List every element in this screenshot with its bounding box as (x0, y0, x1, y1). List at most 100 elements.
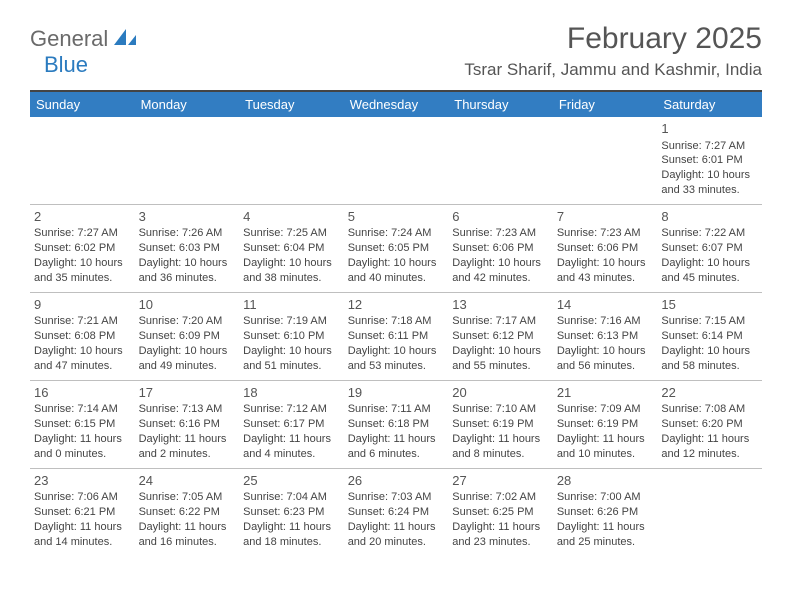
calendar-day-empty (344, 117, 449, 204)
calendar-day: 9Sunrise: 7:21 AMSunset: 6:08 PMDaylight… (30, 292, 135, 380)
calendar-day: 23Sunrise: 7:06 AMSunset: 6:21 PMDayligh… (30, 468, 135, 555)
sunrise-line: Sunrise: 7:27 AM (661, 139, 758, 154)
logo: General (30, 26, 140, 52)
sunset-line: Sunset: 6:08 PM (34, 329, 131, 344)
day-number: 3 (139, 208, 236, 226)
calendar-page: General February 2025 Tsrar Sharif, Jamm… (0, 0, 792, 566)
daylight-line: Daylight: 10 hours and 55 minutes. (452, 344, 549, 374)
sunset-line: Sunset: 6:19 PM (452, 417, 549, 432)
daylight-line: Daylight: 10 hours and 35 minutes. (34, 256, 131, 286)
sunset-line: Sunset: 6:18 PM (348, 417, 445, 432)
sunrise-line: Sunrise: 7:15 AM (661, 314, 758, 329)
day-number: 11 (243, 296, 340, 314)
sunset-line: Sunset: 6:10 PM (243, 329, 340, 344)
sunset-line: Sunset: 6:01 PM (661, 153, 758, 168)
calendar-day-empty (448, 117, 553, 204)
sunrise-line: Sunrise: 7:24 AM (348, 226, 445, 241)
day-header: Tuesday (239, 92, 344, 117)
day-number: 6 (452, 208, 549, 226)
sunset-line: Sunset: 6:04 PM (243, 241, 340, 256)
sunrise-line: Sunrise: 7:23 AM (557, 226, 654, 241)
sunset-line: Sunset: 6:06 PM (557, 241, 654, 256)
calendar-day-empty (30, 117, 135, 204)
day-number: 12 (348, 296, 445, 314)
day-header: Saturday (657, 92, 762, 117)
day-number: 23 (34, 472, 131, 490)
sunrise-line: Sunrise: 7:03 AM (348, 490, 445, 505)
daylight-line: Daylight: 11 hours and 10 minutes. (557, 432, 654, 462)
sunset-line: Sunset: 6:16 PM (139, 417, 236, 432)
daylight-line: Daylight: 10 hours and 45 minutes. (661, 256, 758, 286)
sunrise-line: Sunrise: 7:02 AM (452, 490, 549, 505)
daylight-line: Daylight: 11 hours and 12 minutes. (661, 432, 758, 462)
sunrise-line: Sunrise: 7:12 AM (243, 402, 340, 417)
sunset-line: Sunset: 6:03 PM (139, 241, 236, 256)
daylight-line: Daylight: 10 hours and 42 minutes. (452, 256, 549, 286)
day-number: 18 (243, 384, 340, 402)
calendar-day: 24Sunrise: 7:05 AMSunset: 6:22 PMDayligh… (135, 468, 240, 555)
daylight-line: Daylight: 11 hours and 20 minutes. (348, 520, 445, 550)
day-number: 4 (243, 208, 340, 226)
calendar-header-row: SundayMondayTuesdayWednesdayThursdayFrid… (30, 92, 762, 117)
sunset-line: Sunset: 6:13 PM (557, 329, 654, 344)
calendar-day-empty (553, 117, 658, 204)
daylight-line: Daylight: 10 hours and 36 minutes. (139, 256, 236, 286)
day-number: 7 (557, 208, 654, 226)
calendar-day: 16Sunrise: 7:14 AMSunset: 6:15 PMDayligh… (30, 380, 135, 468)
sunrise-line: Sunrise: 7:19 AM (243, 314, 340, 329)
calendar-day: 12Sunrise: 7:18 AMSunset: 6:11 PMDayligh… (344, 292, 449, 380)
calendar-week: 9Sunrise: 7:21 AMSunset: 6:08 PMDaylight… (30, 292, 762, 380)
calendar-day: 26Sunrise: 7:03 AMSunset: 6:24 PMDayligh… (344, 468, 449, 555)
calendar-day: 13Sunrise: 7:17 AMSunset: 6:12 PMDayligh… (448, 292, 553, 380)
calendar-day: 18Sunrise: 7:12 AMSunset: 6:17 PMDayligh… (239, 380, 344, 468)
daylight-line: Daylight: 10 hours and 33 minutes. (661, 168, 758, 198)
day-number: 10 (139, 296, 236, 314)
day-header: Thursday (448, 92, 553, 117)
day-number: 8 (661, 208, 758, 226)
sunrise-line: Sunrise: 7:09 AM (557, 402, 654, 417)
day-number: 2 (34, 208, 131, 226)
daylight-line: Daylight: 11 hours and 25 minutes. (557, 520, 654, 550)
daylight-line: Daylight: 10 hours and 43 minutes. (557, 256, 654, 286)
sunrise-line: Sunrise: 7:06 AM (34, 490, 131, 505)
sunrise-line: Sunrise: 7:25 AM (243, 226, 340, 241)
sunrise-line: Sunrise: 7:27 AM (34, 226, 131, 241)
sunrise-line: Sunrise: 7:04 AM (243, 490, 340, 505)
calendar-body: 1Sunrise: 7:27 AMSunset: 6:01 PMDaylight… (30, 117, 762, 556)
calendar-day: 2Sunrise: 7:27 AMSunset: 6:02 PMDaylight… (30, 204, 135, 292)
sunset-line: Sunset: 6:23 PM (243, 505, 340, 520)
calendar-day: 22Sunrise: 7:08 AMSunset: 6:20 PMDayligh… (657, 380, 762, 468)
calendar-day: 20Sunrise: 7:10 AMSunset: 6:19 PMDayligh… (448, 380, 553, 468)
day-number: 13 (452, 296, 549, 314)
calendar-day: 10Sunrise: 7:20 AMSunset: 6:09 PMDayligh… (135, 292, 240, 380)
daylight-line: Daylight: 11 hours and 16 minutes. (139, 520, 236, 550)
calendar-day: 19Sunrise: 7:11 AMSunset: 6:18 PMDayligh… (344, 380, 449, 468)
sunset-line: Sunset: 6:17 PM (243, 417, 340, 432)
sunset-line: Sunset: 6:21 PM (34, 505, 131, 520)
daylight-line: Daylight: 10 hours and 38 minutes. (243, 256, 340, 286)
logo-text-general: General (30, 26, 108, 52)
daylight-line: Daylight: 10 hours and 49 minutes. (139, 344, 236, 374)
daylight-line: Daylight: 10 hours and 53 minutes. (348, 344, 445, 374)
day-number: 14 (557, 296, 654, 314)
calendar-day-empty (239, 117, 344, 204)
day-number: 1 (661, 120, 758, 138)
sunset-line: Sunset: 6:12 PM (452, 329, 549, 344)
sunset-line: Sunset: 6:02 PM (34, 241, 131, 256)
sunrise-line: Sunrise: 7:20 AM (139, 314, 236, 329)
sunrise-line: Sunrise: 7:17 AM (452, 314, 549, 329)
calendar-day-empty (657, 468, 762, 555)
sunset-line: Sunset: 6:09 PM (139, 329, 236, 344)
day-number: 15 (661, 296, 758, 314)
sunrise-line: Sunrise: 7:08 AM (661, 402, 758, 417)
calendar-table: SundayMondayTuesdayWednesdayThursdayFrid… (30, 92, 762, 556)
sunset-line: Sunset: 6:19 PM (557, 417, 654, 432)
calendar-day: 11Sunrise: 7:19 AMSunset: 6:10 PMDayligh… (239, 292, 344, 380)
calendar-day: 25Sunrise: 7:04 AMSunset: 6:23 PMDayligh… (239, 468, 344, 555)
calendar-day: 14Sunrise: 7:16 AMSunset: 6:13 PMDayligh… (553, 292, 658, 380)
sunset-line: Sunset: 6:20 PM (661, 417, 758, 432)
day-number: 27 (452, 472, 549, 490)
sunset-line: Sunset: 6:07 PM (661, 241, 758, 256)
sunrise-line: Sunrise: 7:26 AM (139, 226, 236, 241)
day-number: 28 (557, 472, 654, 490)
